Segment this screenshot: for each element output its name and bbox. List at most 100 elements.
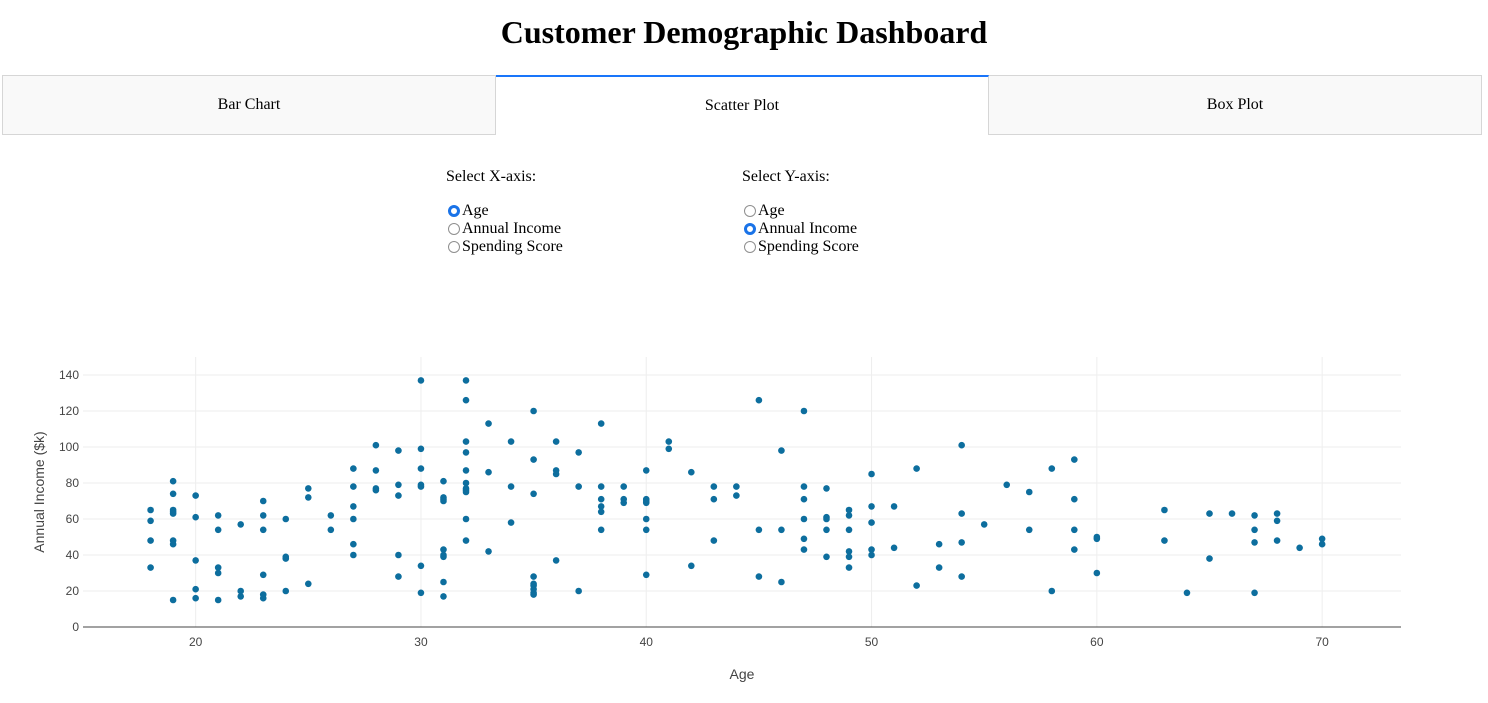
scatter-point	[485, 420, 492, 427]
scatter-point	[327, 526, 335, 534]
x-axis-option-age[interactable]: Age	[446, 202, 563, 220]
scatter-point	[485, 548, 492, 555]
scatter-point	[1251, 539, 1258, 546]
tab-box-plot[interactable]: Box Plot	[989, 75, 1482, 135]
scatter-point	[1273, 517, 1281, 525]
scatter-point	[462, 449, 470, 456]
scatter-point	[642, 571, 650, 579]
page-title: Customer Demographic Dashboard	[500, 14, 988, 50]
scatter-point	[417, 562, 425, 570]
scatter-point	[1251, 589, 1258, 597]
radio-checked-icon[interactable]	[448, 205, 460, 217]
x-tick-label: 20	[189, 635, 203, 649]
scatter-point	[304, 580, 312, 588]
scatter-point	[462, 488, 470, 496]
scatter-point	[597, 508, 605, 516]
x-axis-option-annual-income[interactable]: Annual Income	[446, 220, 563, 238]
radio-unchecked-icon[interactable]	[744, 205, 756, 217]
scatter-point	[214, 596, 222, 604]
scatter-point	[169, 490, 177, 498]
y-axis-option-label: Spending Score	[758, 238, 859, 255]
x-axis-option-spending-score[interactable]: Spending Score	[446, 238, 563, 256]
scatter-point	[462, 515, 470, 523]
scatter-point	[395, 551, 402, 559]
scatter-point	[800, 535, 808, 543]
scatter-point	[1025, 488, 1033, 496]
scatter-point	[507, 483, 515, 490]
scatter-point	[192, 585, 199, 593]
scatter-point	[868, 503, 875, 510]
scatter-point	[800, 483, 808, 490]
radio-unchecked-icon[interactable]	[448, 223, 460, 235]
radio-checked-icon[interactable]	[744, 223, 756, 235]
scatter-point	[530, 407, 537, 415]
scatter-point	[597, 483, 605, 490]
scatter-point	[1003, 481, 1011, 489]
y-axis-option-age[interactable]: Age	[742, 202, 859, 220]
scatter-point	[665, 438, 673, 445]
scatter-point	[800, 546, 808, 553]
scatter-point	[507, 519, 515, 526]
scatter-chart[interactable]: 20 30 40 50 60 70 0 20 40 60 80 100 120 140 Age Annual …	[0, 340, 1488, 690]
scatter-point	[935, 540, 943, 548]
y-tick-label: 20	[66, 584, 80, 598]
radio-unchecked-icon[interactable]	[744, 241, 756, 253]
y-axis-option-annual-income[interactable]: Annual Income	[742, 220, 859, 238]
scatter-point	[845, 506, 853, 514]
x-tick-label: 70	[1315, 635, 1329, 649]
scatter-point	[1071, 456, 1078, 463]
scatter-point	[372, 486, 380, 494]
scatter-point	[913, 582, 920, 589]
scatter-point	[169, 477, 177, 485]
scatter-point	[192, 513, 199, 521]
tab-scatter-plot[interactable]: Scatter Plot	[496, 75, 989, 135]
scatter-point	[733, 483, 740, 490]
scatter-point	[845, 564, 853, 571]
scatter-point	[1161, 537, 1168, 544]
scatter-point	[1206, 555, 1213, 562]
x-axis-option-label: Annual Income	[462, 220, 562, 237]
y-axis-option-spending-score[interactable]: Spending Score	[742, 238, 859, 256]
scatter-point	[1071, 526, 1078, 534]
y-tick-label: 140	[59, 368, 79, 382]
scatter-point	[778, 526, 785, 534]
scatter-point	[800, 515, 808, 523]
scatter-point	[823, 526, 830, 534]
y-axis-option-label: Age	[758, 202, 785, 219]
y-axis-selector: Select Y-axis: Age Annual Income Spendin…	[742, 168, 859, 256]
scatter-point	[417, 377, 425, 384]
scatter-point	[440, 553, 447, 561]
scatter-point	[462, 537, 470, 544]
scatter-point	[282, 587, 290, 595]
scatter-point	[259, 526, 267, 534]
scatter-point	[1318, 535, 1326, 543]
scatter-point	[350, 540, 357, 548]
scatter-point	[755, 396, 763, 404]
radio-unchecked-icon[interactable]	[448, 241, 460, 253]
scatter-point	[642, 499, 650, 507]
scatter-point	[890, 503, 898, 510]
scatter-point	[192, 557, 199, 564]
scatter-point	[980, 521, 988, 528]
scatter-point	[958, 573, 965, 580]
scatter-point	[597, 495, 605, 503]
tab-bar-chart[interactable]: Bar Chart	[2, 75, 496, 135]
scatter-point	[552, 438, 560, 445]
scatter-point	[552, 470, 560, 478]
scatter-point	[440, 578, 447, 586]
scatter-point	[642, 526, 650, 534]
scatter-point	[575, 449, 582, 456]
scatter-point	[147, 537, 154, 544]
scatter-point	[214, 526, 222, 534]
scatter-point	[620, 499, 628, 507]
scatter-point	[868, 546, 875, 553]
scatter-point	[1296, 544, 1303, 552]
scatter-point	[597, 503, 605, 510]
scatter-point	[1093, 535, 1101, 543]
scatter-point	[1161, 506, 1168, 514]
scatter-point	[1048, 465, 1056, 472]
scatter-point	[1025, 526, 1033, 534]
scatter-point	[665, 445, 673, 453]
scatter-point	[147, 506, 154, 514]
tab-bar: Bar Chart Scatter Plot Box Plot	[2, 75, 1482, 135]
